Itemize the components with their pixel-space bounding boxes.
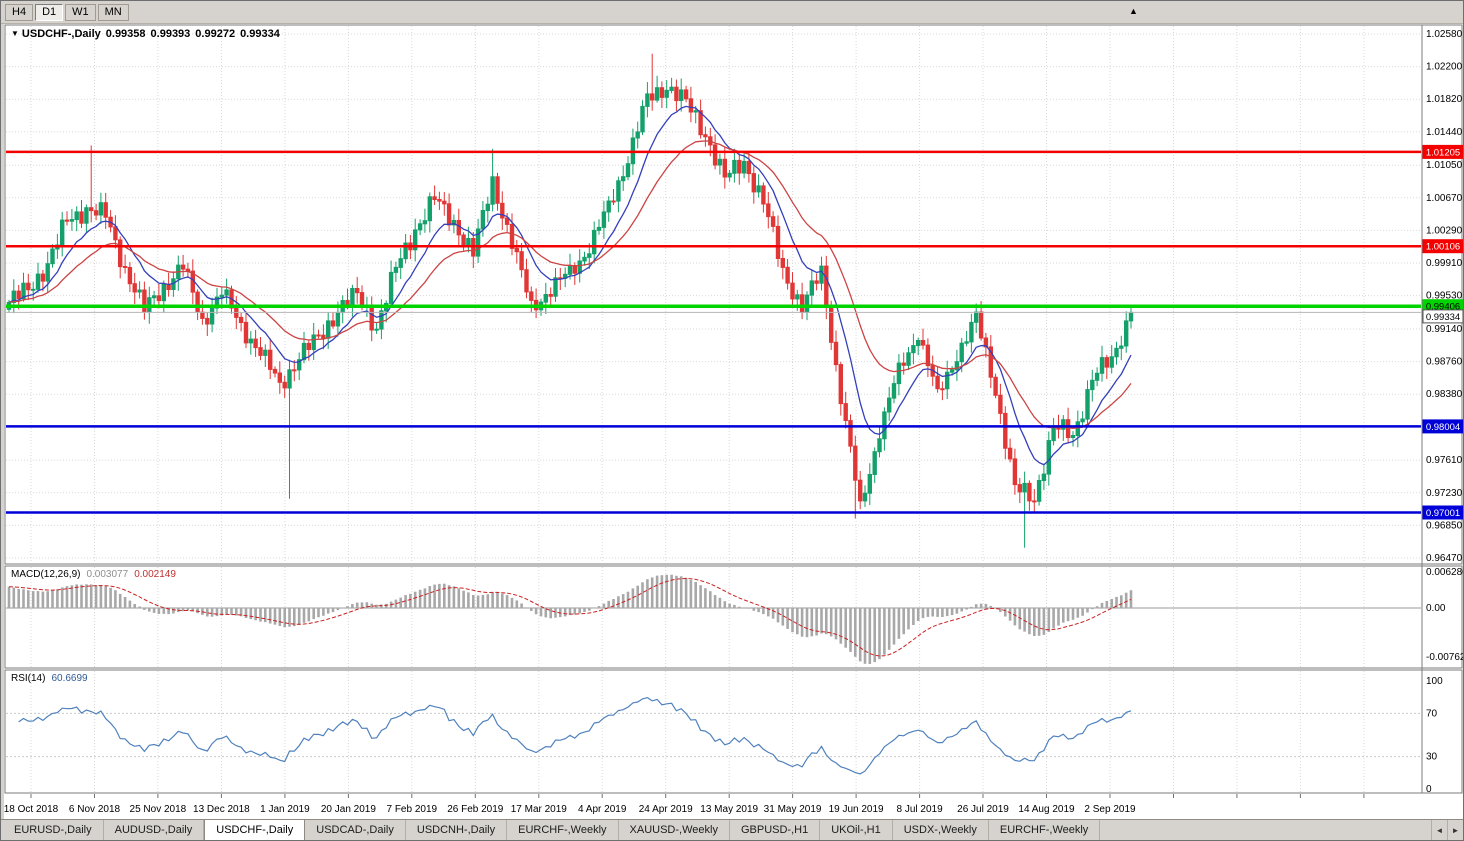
horizontal-lines-layer[interactable] [6, 150, 1421, 514]
date-label: 2 Sep 2019 [1084, 804, 1136, 815]
tabs-scroll-group: ◄ ► [1431, 820, 1463, 840]
date-label: 25 Nov 2018 [130, 804, 187, 815]
timeframe-buttons-group: H4 D1 W1 MN [5, 3, 129, 21]
panel-borders [4, 24, 1463, 794]
price-tag-label: 0.97001 [1426, 508, 1460, 519]
timeframe-toolbar: H4 D1 W1 MN ▲ [1, 1, 1463, 24]
ohlc-marker-icon: ▼ [11, 29, 19, 38]
price-tick-label: 1.00290 [1426, 225, 1463, 236]
rsi-axis-label: 100 [1426, 676, 1443, 687]
price-tick-label: 0.98380 [1426, 389, 1463, 400]
timeframe-button-h4[interactable]: H4 [5, 3, 34, 21]
price-tag [1422, 419, 1463, 434]
date-label: 26 Feb 2019 [447, 804, 504, 815]
price-tag [1422, 144, 1463, 159]
price-tick-label: 0.97610 [1426, 455, 1463, 466]
chart-tab-8[interactable]: UKOil-,H1 [820, 820, 893, 840]
date-label: 7 Feb 2019 [386, 804, 437, 815]
price-tag-label: 0.99334 [1426, 312, 1460, 323]
symbol-ohlc-header: ▼ USDCHF-,Daily 0.99358 0.99393 0.99272 0.993… [11, 28, 280, 40]
chart-tab-2[interactable]: USDCHF-,Daily [204, 820, 306, 840]
price-tag [1422, 309, 1463, 324]
date-label: 19 Jun 2019 [829, 804, 884, 815]
date-axis[interactable]: 18 Oct 2018 6 Nov 2018 25 Nov 2018 13 Dec 2… [4, 794, 1365, 815]
scroll-to-end-icon[interactable]: ▲ [1129, 6, 1138, 16]
chart-tab-10[interactable]: EURCHF-,Weekly [989, 820, 1101, 840]
price-tick-label: 0.96470 [1426, 553, 1463, 564]
price-tag-label: 0.98004 [1426, 422, 1460, 433]
macd-axis-label: 0.00 [1426, 603, 1446, 614]
moving-averages-layer [8, 105, 1132, 466]
date-label: 13 May 2019 [700, 804, 758, 815]
date-label: 24 Apr 2019 [639, 804, 693, 815]
rsi-axis-label: 0 [1426, 784, 1432, 795]
timeframe-button-mn[interactable]: MN [97, 3, 129, 21]
price-scale[interactable]: 1.02580 1.02200 1.01820 1.01440 1.01050 1.006… [1422, 29, 1464, 795]
rsi-axis-label: 70 [1426, 708, 1438, 719]
macd-main-value: 0.003077 [86, 569, 129, 580]
chart-tab-1[interactable]: AUDUSD-,Daily [104, 820, 205, 840]
macd-panel [6, 574, 1421, 664]
ohlc-close: 0.99334 [240, 28, 280, 40]
chart-tab-4[interactable]: USDCNH-,Daily [406, 820, 508, 840]
price-tick-label: 0.99140 [1426, 324, 1463, 335]
price-tick-label: 1.02580 [1426, 29, 1463, 40]
macd-axis-label: -0.00762 [1426, 652, 1464, 663]
rsi-axis-label: 30 [1426, 752, 1438, 763]
price-tick-label: 0.96850 [1426, 520, 1463, 531]
tabs-scroll-right-button[interactable]: ► [1447, 820, 1463, 840]
price-tick-label: 0.98760 [1426, 357, 1463, 368]
price-tag-label: 1.01205 [1426, 147, 1460, 158]
price-tag [1422, 239, 1463, 254]
date-label: 31 May 2019 [764, 804, 822, 815]
price-tick-label: 1.01440 [1426, 127, 1463, 138]
price-tick-label: 1.00670 [1426, 193, 1463, 204]
price-tick-label: 0.97230 [1426, 488, 1463, 499]
chart-tab-0[interactable]: EURUSD-,Daily [3, 820, 104, 840]
ohlc-open: 0.99358 [105, 28, 146, 40]
date-label: 26 Jul 2019 [957, 804, 1009, 815]
price-tag-label: 0.99406 [1426, 302, 1460, 313]
price-tick-label: 0.99910 [1426, 258, 1463, 269]
rsi-title: RSI(14) [11, 673, 46, 684]
date-label: 4 Apr 2019 [578, 804, 627, 815]
date-label: 13 Dec 2018 [193, 804, 250, 815]
date-label: 1 Jan 2019 [260, 804, 310, 815]
chart-tab-6[interactable]: XAUUSD-,Weekly [619, 820, 730, 840]
ohlc-low: 0.99272 [195, 28, 236, 40]
price-tick-label: 0.99530 [1426, 291, 1463, 302]
date-label: 6 Nov 2018 [69, 804, 121, 815]
rsi-header: RSI(14) 60.6699 [11, 673, 88, 684]
chart-tab-9[interactable]: USDX-,Weekly [893, 820, 989, 840]
chart-tabs-bar: EURUSD-,Daily AUDUSD-,Daily USDCHF-,Daily U… [1, 819, 1463, 840]
price-tick-label: 1.01050 [1426, 160, 1463, 171]
date-label: 14 Aug 2019 [1018, 804, 1075, 815]
macd-axis-label: 0.006286 [1426, 567, 1464, 578]
chart-background [4, 24, 1463, 821]
tabs-scroll-left-button[interactable]: ◄ [1431, 820, 1447, 840]
date-label: 18 Oct 2018 [4, 804, 59, 815]
macd-signal-value: 0.002149 [134, 569, 176, 580]
timeframe-button-w1[interactable]: W1 [65, 3, 96, 21]
price-tick-label: 1.02200 [1426, 62, 1463, 73]
date-label: 17 Mar 2019 [511, 804, 568, 815]
macd-title: MACD(12,26,9) [11, 569, 81, 580]
chart-tab-7[interactable]: GBPUSD-,H1 [730, 820, 821, 840]
ohlc-high: 0.99393 [150, 28, 191, 40]
price-tag-label: 1.00106 [1426, 242, 1460, 253]
date-label: 8 Jul 2019 [897, 804, 944, 815]
symbol-name: USDCHF-,Daily [21, 28, 101, 40]
price-tag [1422, 505, 1463, 520]
date-label: 20 Jan 2019 [321, 804, 376, 815]
rsi-panel [6, 696, 1421, 775]
macd-header: MACD(12,26,9) 0.003077 0.002149 [11, 569, 176, 580]
chart-tab-5[interactable]: EURCHF-,Weekly [507, 820, 619, 840]
price-tick-label: 1.01820 [1426, 94, 1463, 105]
chart-tab-3[interactable]: USDCAD-,Daily [305, 820, 406, 840]
rsi-value: 60.6699 [51, 673, 88, 684]
chart-tabs-group: EURUSD-,Daily AUDUSD-,Daily USDCHF-,Daily U… [3, 820, 1101, 840]
timeframe-button-d1[interactable]: D1 [35, 3, 64, 21]
